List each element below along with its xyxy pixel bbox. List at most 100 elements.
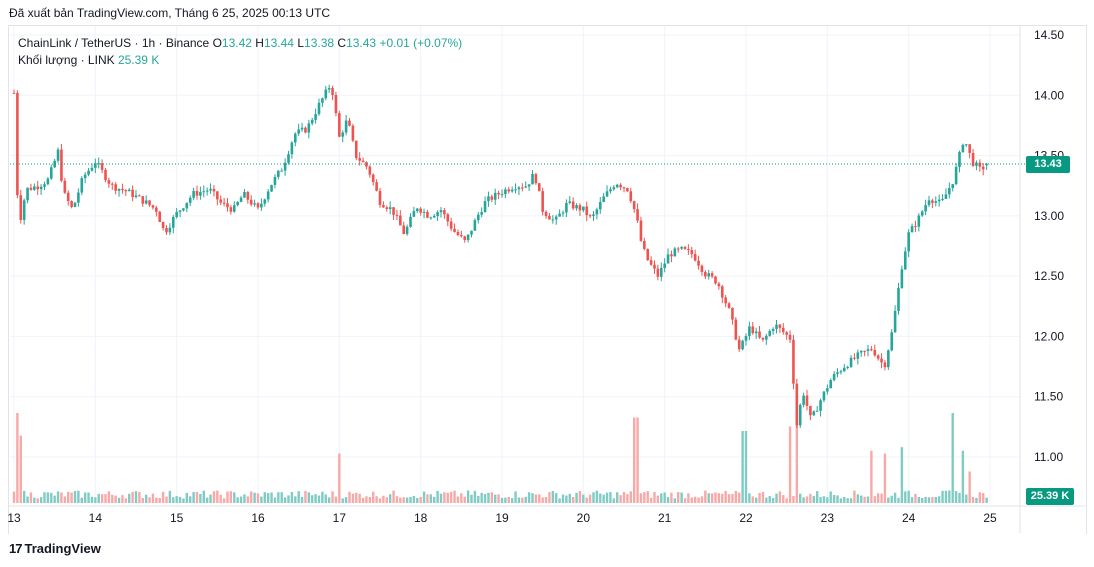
candle-body xyxy=(605,191,609,197)
candle-body xyxy=(90,167,94,171)
candle-body xyxy=(541,191,544,212)
volume-bar xyxy=(602,494,605,503)
candle-body xyxy=(73,202,77,207)
candle-body xyxy=(249,199,253,205)
volume-bar xyxy=(12,491,16,503)
volume-bar xyxy=(893,492,897,503)
volume-bar xyxy=(490,492,494,503)
candle-body xyxy=(277,170,280,177)
candle-body xyxy=(805,395,809,406)
candle-body xyxy=(524,186,528,188)
candle-body xyxy=(673,248,677,257)
x-tick-label: 14 xyxy=(89,511,103,525)
volume-bar xyxy=(853,490,856,503)
candle-body xyxy=(378,190,382,206)
volume-bar xyxy=(514,491,517,503)
x-tick-label: 25 xyxy=(983,511,997,525)
candle-body xyxy=(412,211,416,217)
volume-bar xyxy=(653,491,656,503)
candle-body xyxy=(33,186,36,190)
candle-body xyxy=(415,208,419,212)
volume-bar xyxy=(724,491,727,503)
candle-body xyxy=(941,198,944,200)
candle-body xyxy=(710,273,714,277)
candle-body xyxy=(192,191,195,198)
volume-bar xyxy=(700,496,704,503)
candle-body xyxy=(405,226,409,234)
volume-bar xyxy=(466,490,470,503)
volume-bar xyxy=(802,497,805,503)
volume-bar xyxy=(900,447,904,503)
volume-bar xyxy=(283,497,287,503)
volume-bar xyxy=(158,497,161,503)
volume-bar xyxy=(144,494,148,503)
candle-body xyxy=(676,248,680,250)
volume-bar xyxy=(304,490,307,503)
volume-bar xyxy=(290,492,294,503)
volume-bar xyxy=(697,497,700,503)
candle-body xyxy=(348,120,351,126)
volume-bar xyxy=(233,492,236,503)
volume-bar xyxy=(287,495,290,503)
volume-bar xyxy=(131,491,134,503)
volume-bar xyxy=(175,496,178,503)
volume-bar xyxy=(527,492,531,503)
volume-bar xyxy=(36,498,39,503)
candle-body xyxy=(388,207,392,210)
volume-bar xyxy=(236,497,239,503)
volume-bar xyxy=(551,490,555,503)
volume-bar xyxy=(673,498,677,503)
candle-body xyxy=(165,228,168,233)
high-value: 13.44 xyxy=(263,36,294,50)
volume-bar xyxy=(473,490,477,503)
candle-body xyxy=(422,211,426,213)
candle-body xyxy=(39,186,43,190)
candle-body xyxy=(283,162,287,171)
candle-body xyxy=(761,337,765,340)
candle-body xyxy=(60,149,63,181)
volume-bar xyxy=(639,493,643,503)
volume-bar xyxy=(934,496,937,503)
volume-bar xyxy=(229,491,233,503)
candle-body xyxy=(239,197,243,203)
candle-body xyxy=(168,227,172,233)
candle-body xyxy=(717,283,721,287)
candle-body xyxy=(527,184,531,187)
volume-bar xyxy=(70,492,73,503)
candle-body xyxy=(476,214,480,221)
volume-label[interactable]: Khối lượng · LINK xyxy=(18,53,115,67)
volume-bar xyxy=(876,493,880,503)
volume-bar xyxy=(866,496,870,503)
candle-body xyxy=(12,92,16,94)
candle-body xyxy=(819,400,822,411)
candle-body xyxy=(497,192,500,195)
volume-bar xyxy=(351,493,355,503)
volume-bar xyxy=(524,496,527,503)
volume-bar xyxy=(368,497,372,503)
volume-bar xyxy=(521,497,524,503)
candle-body xyxy=(331,88,334,95)
candle-body xyxy=(948,188,951,195)
volume-bar xyxy=(388,494,392,503)
volume-bar xyxy=(517,497,521,503)
volume-bar xyxy=(731,494,734,503)
volume-bar xyxy=(629,491,632,503)
symbol-label[interactable]: ChainLink / TetherUS · 1h · Binance xyxy=(18,36,210,50)
candle-body xyxy=(56,149,60,161)
volume-bar xyxy=(395,496,399,503)
footer-brand[interactable]: 17 TradingView xyxy=(9,541,101,556)
candle-body xyxy=(36,186,40,190)
volume-bar xyxy=(744,431,748,503)
volume-bar xyxy=(626,494,629,503)
candle-body xyxy=(649,260,653,265)
candle-body xyxy=(100,163,104,170)
candle-body xyxy=(16,92,19,196)
candle-body xyxy=(114,184,117,191)
volume-bar xyxy=(656,495,660,503)
candle-body xyxy=(836,372,839,375)
volume-bar xyxy=(97,493,100,503)
volume-bar xyxy=(148,497,151,503)
candle-body xyxy=(914,226,917,228)
volume-bar xyxy=(344,497,348,503)
